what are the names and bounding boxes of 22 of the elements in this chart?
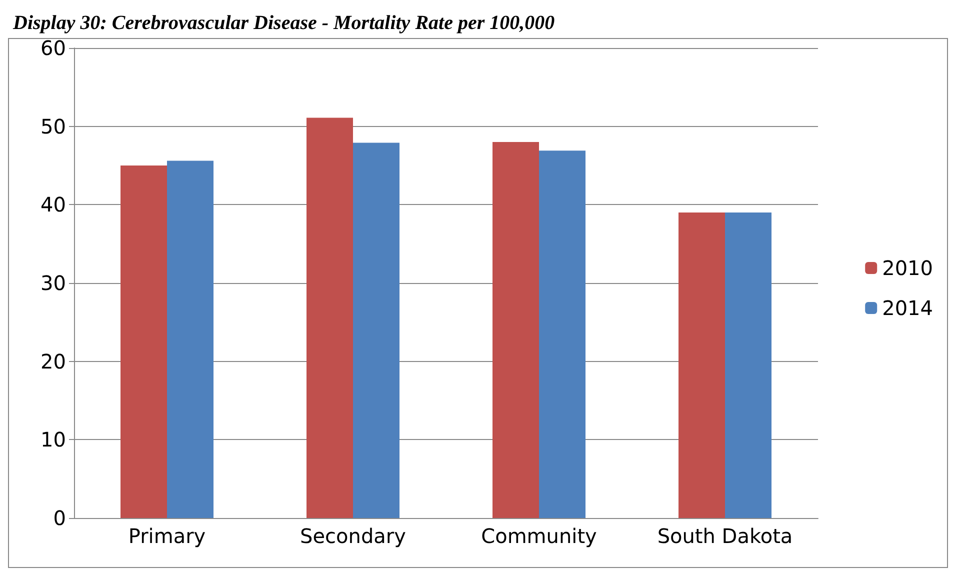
x-tick-label: Primary bbox=[128, 524, 206, 548]
bar bbox=[353, 142, 400, 518]
x-tick-label: South Dakota bbox=[657, 524, 793, 548]
bar bbox=[678, 212, 725, 518]
y-tick-label: 40 bbox=[40, 192, 66, 217]
bar bbox=[492, 142, 539, 518]
bar bbox=[725, 212, 772, 518]
y-tick-label: 10 bbox=[40, 428, 66, 452]
y-tick-label: 30 bbox=[40, 271, 66, 295]
y-tick-label: 50 bbox=[40, 114, 66, 138]
bar bbox=[120, 166, 167, 518]
bar bbox=[539, 150, 586, 518]
x-tick-label: Community bbox=[481, 524, 598, 548]
bar bbox=[306, 118, 353, 518]
bar bbox=[167, 160, 214, 518]
y-tick-label: 0 bbox=[53, 506, 66, 530]
chart-title: Display 30: Cerebrovascular Disease - Mortality Rate per 100,000 bbox=[12, 12, 555, 34]
legend-label: 2010 bbox=[882, 256, 934, 280]
y-tick-label: 60 bbox=[40, 36, 66, 60]
y-tick-label: 20 bbox=[40, 349, 66, 374]
legend-label: 2014 bbox=[882, 296, 934, 320]
x-tick-label: Secondary bbox=[300, 524, 406, 548]
